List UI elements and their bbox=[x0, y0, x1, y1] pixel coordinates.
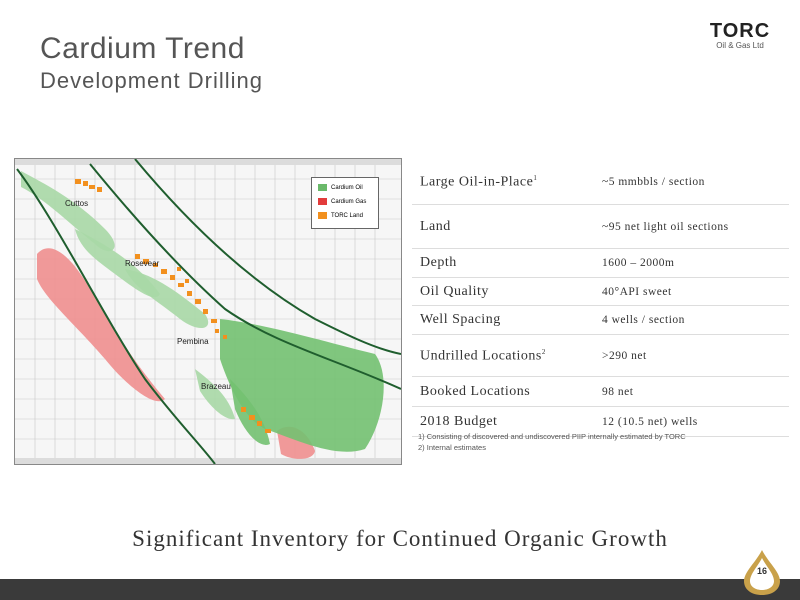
row-label: 2018 Budget bbox=[420, 414, 498, 429]
legend-swatch-land bbox=[318, 212, 327, 219]
row-label: Undrilled Locations2 bbox=[420, 348, 546, 364]
company-logo: TORC Oil & Gas Ltd bbox=[700, 20, 780, 50]
legend-label-oil: Cardium Oil bbox=[331, 184, 363, 191]
table-row: Undrilled Locations2 >290 net bbox=[412, 335, 789, 377]
row-label: Land bbox=[420, 219, 451, 234]
row-value: ~5 mmbbls / section bbox=[602, 176, 705, 188]
table-row: Land ~95 net light oil sections bbox=[412, 205, 789, 249]
tagline: Significant Inventory for Continued Orga… bbox=[132, 526, 668, 551]
logo-subtext: Oil & Gas Ltd bbox=[716, 41, 764, 50]
logo-wordmark: TORC bbox=[709, 20, 771, 42]
legend-label-land: TORC Land bbox=[331, 212, 363, 219]
page-subtitle: Development Drilling bbox=[40, 68, 263, 93]
map-legend: Cardium Oil Cardium Gas TORC Land bbox=[311, 177, 379, 229]
legend-item-land: TORC Land bbox=[318, 212, 363, 219]
footnote-1: 1) Consisting of discovered and undiscov… bbox=[418, 432, 686, 441]
row-value: 1600 – 2000m bbox=[602, 257, 675, 269]
row-label: Large Oil-in-Place1 bbox=[420, 174, 538, 190]
table-row: Depth 1600 – 2000m bbox=[412, 249, 789, 278]
map-label-rosevear: Rosevear bbox=[125, 259, 160, 268]
footnote-2: 2) Internal estimates bbox=[418, 443, 486, 452]
footnotes: 1) Consisting of discovered and undiscov… bbox=[418, 431, 686, 453]
map-label-cuttos: Cuttos bbox=[65, 199, 89, 208]
legend-item-gas: Cardium Gas bbox=[318, 198, 366, 205]
row-label: Booked Locations bbox=[420, 384, 531, 399]
row-value: >290 net bbox=[602, 350, 647, 362]
page-title: Cardium Trend bbox=[40, 32, 245, 65]
map-label-brazeau: Brazeau bbox=[201, 382, 231, 391]
legend-item-oil: Cardium Oil bbox=[318, 184, 363, 191]
table-row: Well Spacing 4 wells / section bbox=[412, 306, 789, 335]
table-row: Large Oil-in-Place1 ~5 mmbbls / section bbox=[412, 158, 789, 205]
legend-swatch-oil bbox=[318, 184, 327, 191]
cardium-map: Cardium Oil Cardium Gas TORC Land Cuttos… bbox=[14, 158, 402, 465]
map-label-pembina: Pembina bbox=[177, 337, 209, 346]
legend-label-gas: Cardium Gas bbox=[331, 198, 367, 205]
table-row: Booked Locations 98 net bbox=[412, 377, 789, 407]
row-label: Oil Quality bbox=[420, 284, 489, 299]
bottom-bar bbox=[0, 579, 800, 600]
row-value: 98 net bbox=[602, 386, 634, 398]
row-value: 4 wells / section bbox=[602, 314, 685, 326]
legend-swatch-gas bbox=[318, 198, 327, 205]
table-row: 2018 Budget 12 (10.5 net) wells bbox=[412, 407, 789, 437]
row-label: Depth bbox=[420, 255, 457, 270]
metrics-table: Large Oil-in-Place1 ~5 mmbbls / section … bbox=[412, 158, 789, 437]
row-value: 12 (10.5 net) wells bbox=[602, 416, 698, 428]
row-label: Well Spacing bbox=[420, 312, 501, 327]
row-value: 40°API sweet bbox=[602, 286, 672, 298]
oil-drop-icon bbox=[744, 550, 780, 595]
row-value: ~95 net light oil sections bbox=[602, 221, 729, 233]
page-number: 16 bbox=[756, 566, 767, 576]
table-row: Oil Quality 40°API sweet bbox=[412, 278, 789, 306]
